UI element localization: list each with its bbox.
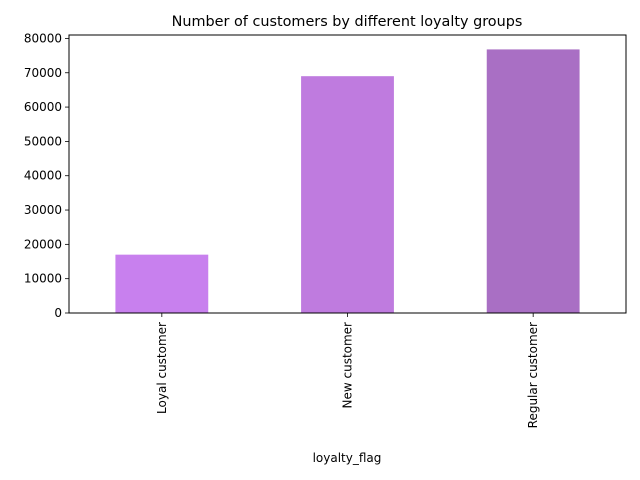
y-tick-label: 50000: [24, 134, 62, 148]
y-tick-label: 80000: [24, 31, 62, 45]
y-tick-label: 60000: [24, 100, 62, 114]
plot-frame: [68, 34, 627, 314]
y-tick-label: 40000: [24, 169, 62, 183]
x-tick-label: Regular customer: [526, 322, 540, 428]
bar-regular-customer: [486, 49, 580, 313]
x-tick-label: New customer: [341, 322, 355, 409]
y-axis-ticks: 0 10000 20000 30000 40000 50000 60000 70000 8000…: [24, 31, 69, 320]
x-tick-label: Loyal customer: [155, 322, 169, 414]
bar-new-customer: [301, 76, 394, 314]
y-tick-label: 10000: [24, 272, 62, 286]
y-tick-label: 70000: [24, 66, 62, 80]
x-axis-label: loyalty_flag: [313, 451, 382, 465]
y-tick-label: 30000: [24, 203, 62, 217]
y-tick-label: 0: [54, 306, 62, 320]
bar-loyal-customer: [115, 254, 209, 313]
y-tick-label: 20000: [24, 237, 62, 251]
bars-layer: [115, 49, 580, 314]
chart-title: Number of customers by different loyalty…: [172, 14, 523, 30]
x-axis-ticks: Loyal customer New customer Regular custom…: [155, 313, 540, 428]
